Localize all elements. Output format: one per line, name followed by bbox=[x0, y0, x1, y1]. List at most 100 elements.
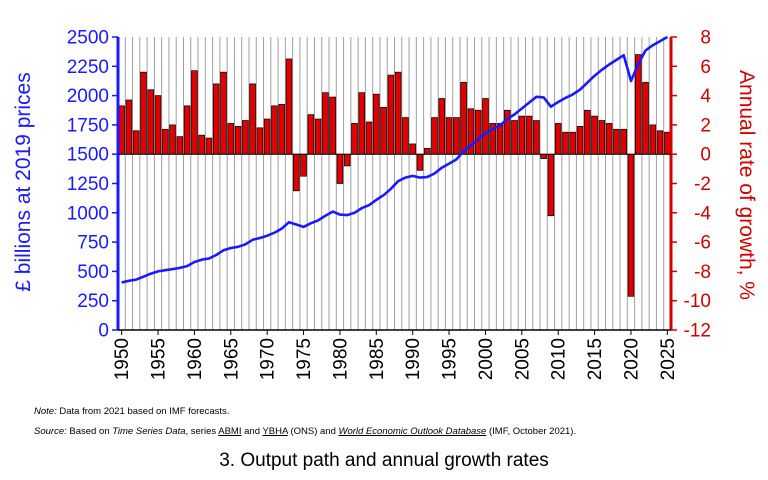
bar-1963 bbox=[212, 83, 220, 155]
bar-2025 bbox=[664, 131, 671, 155]
right-tick-label: 2 bbox=[700, 115, 711, 136]
bar-1999 bbox=[474, 109, 482, 155]
bar-2024 bbox=[656, 130, 664, 155]
bar-2010 bbox=[554, 123, 562, 155]
tick-labels: 0 250 500 750 1000 1250 1500 1750 2000 2250 2500 -1… bbox=[67, 28, 712, 381]
source-link-abmi[interactable]: ABMI bbox=[218, 426, 242, 437]
bar-1993 bbox=[431, 117, 438, 155]
x-tick-label: 1980 bbox=[330, 338, 351, 380]
output-line bbox=[121, 35, 669, 284]
bar-2019 bbox=[620, 128, 627, 155]
bar-1950 bbox=[118, 105, 125, 155]
growth-bars bbox=[118, 54, 671, 297]
x-tick-label: 1990 bbox=[403, 338, 424, 380]
bar-1987 bbox=[387, 74, 395, 155]
right-tick-label: 6 bbox=[700, 57, 711, 78]
bar-1971 bbox=[271, 105, 278, 155]
x-tick-label: 1995 bbox=[440, 338, 461, 380]
source-text-5: (IMF, October 2021). bbox=[488, 426, 577, 437]
bar-1991 bbox=[416, 153, 424, 171]
bar-1984 bbox=[365, 121, 373, 155]
bar-1957 bbox=[169, 124, 176, 155]
source-text-4: (ONS) and bbox=[290, 426, 336, 437]
bar-1994 bbox=[438, 98, 446, 155]
x-tick-label: 1965 bbox=[221, 338, 242, 380]
bar-1958 bbox=[176, 136, 184, 155]
bar-2016 bbox=[598, 120, 606, 155]
bar-1964 bbox=[220, 71, 227, 155]
source-text-2: , series bbox=[185, 426, 217, 437]
bar-1954 bbox=[147, 89, 155, 155]
bar-1982 bbox=[351, 123, 358, 155]
left-tick-label: 1500 bbox=[67, 145, 109, 166]
bar-1988 bbox=[394, 71, 402, 155]
note-line: Note: Data from 2021 based on IMF foreca… bbox=[34, 402, 576, 422]
bar-2002 bbox=[496, 123, 504, 155]
bar-1975 bbox=[300, 153, 307, 177]
output-line-path bbox=[121, 35, 669, 284]
x-tick-label: 1955 bbox=[149, 338, 170, 380]
bar-1966 bbox=[234, 126, 242, 155]
bar-1962 bbox=[205, 137, 213, 155]
bar-1974 bbox=[293, 153, 300, 192]
bar-1986 bbox=[380, 106, 387, 155]
right-tick-label: -6 bbox=[694, 233, 711, 254]
bar-1981 bbox=[343, 153, 351, 167]
bar-2017 bbox=[605, 123, 613, 155]
bar-1961 bbox=[198, 134, 205, 155]
bar-1983 bbox=[358, 92, 366, 155]
bar-1976 bbox=[307, 114, 315, 155]
notes: Note: Data from 2021 based on IMF foreca… bbox=[34, 402, 576, 442]
bar-1995 bbox=[445, 117, 453, 155]
bar-1969 bbox=[256, 127, 264, 155]
right-tick-label: -2 bbox=[694, 174, 711, 195]
bar-2015 bbox=[591, 115, 598, 155]
source-text-3: and bbox=[244, 426, 260, 437]
source-link-ybha[interactable]: YBHA bbox=[262, 426, 288, 437]
x-tick-label: 2015 bbox=[585, 338, 606, 380]
bar-1980 bbox=[336, 153, 344, 184]
axes bbox=[112, 36, 677, 335]
bar-1979 bbox=[329, 96, 336, 155]
figure-caption: 3. Output path and annual growth rates bbox=[219, 450, 549, 471]
left-axis-title: £ billions at 2019 prices bbox=[12, 72, 35, 291]
left-tick-label: 250 bbox=[77, 291, 109, 312]
bar-2013 bbox=[576, 126, 584, 155]
x-tick-label: 1960 bbox=[185, 338, 206, 380]
right-tick-label: -10 bbox=[684, 291, 711, 312]
bar-2023 bbox=[649, 124, 657, 155]
bar-1972 bbox=[278, 104, 285, 155]
x-tick-label: 2010 bbox=[549, 338, 570, 380]
bar-1953 bbox=[140, 71, 147, 155]
bar-2018 bbox=[613, 128, 620, 155]
left-tick-label: 1750 bbox=[67, 115, 109, 136]
bar-1952 bbox=[132, 130, 140, 155]
note-text: Data from 2021 based on IMF forecasts. bbox=[59, 406, 230, 417]
left-tick-label: 2250 bbox=[67, 57, 109, 78]
bar-1997 bbox=[460, 82, 467, 155]
bar-1992 bbox=[423, 147, 431, 155]
bar-2022 bbox=[642, 82, 649, 155]
bar-2014 bbox=[584, 109, 591, 155]
bar-1989 bbox=[402, 117, 409, 155]
bar-1951 bbox=[125, 99, 133, 155]
bar-2004 bbox=[511, 120, 518, 155]
x-tick-label: 2025 bbox=[658, 338, 679, 380]
left-tick-label: 750 bbox=[77, 233, 109, 254]
right-tick-label: -12 bbox=[684, 321, 711, 342]
left-tick-label: 2000 bbox=[67, 86, 109, 107]
bar-1970 bbox=[263, 118, 271, 155]
bar-2009 bbox=[547, 153, 555, 217]
source-title-time-series: Time Series Data bbox=[112, 426, 186, 437]
source-text-1: Based on bbox=[69, 426, 110, 437]
bar-2008 bbox=[540, 153, 547, 159]
x-tick-label: 1975 bbox=[294, 338, 315, 380]
left-tick-label: 0 bbox=[98, 321, 109, 342]
bar-1965 bbox=[227, 123, 235, 155]
x-tick-label: 1985 bbox=[367, 338, 388, 380]
bar-2006 bbox=[525, 115, 533, 155]
source-link-weo[interactable]: World Economic Outlook Database bbox=[338, 426, 487, 437]
bar-1990 bbox=[409, 143, 416, 155]
right-tick-label: 0 bbox=[700, 145, 711, 166]
